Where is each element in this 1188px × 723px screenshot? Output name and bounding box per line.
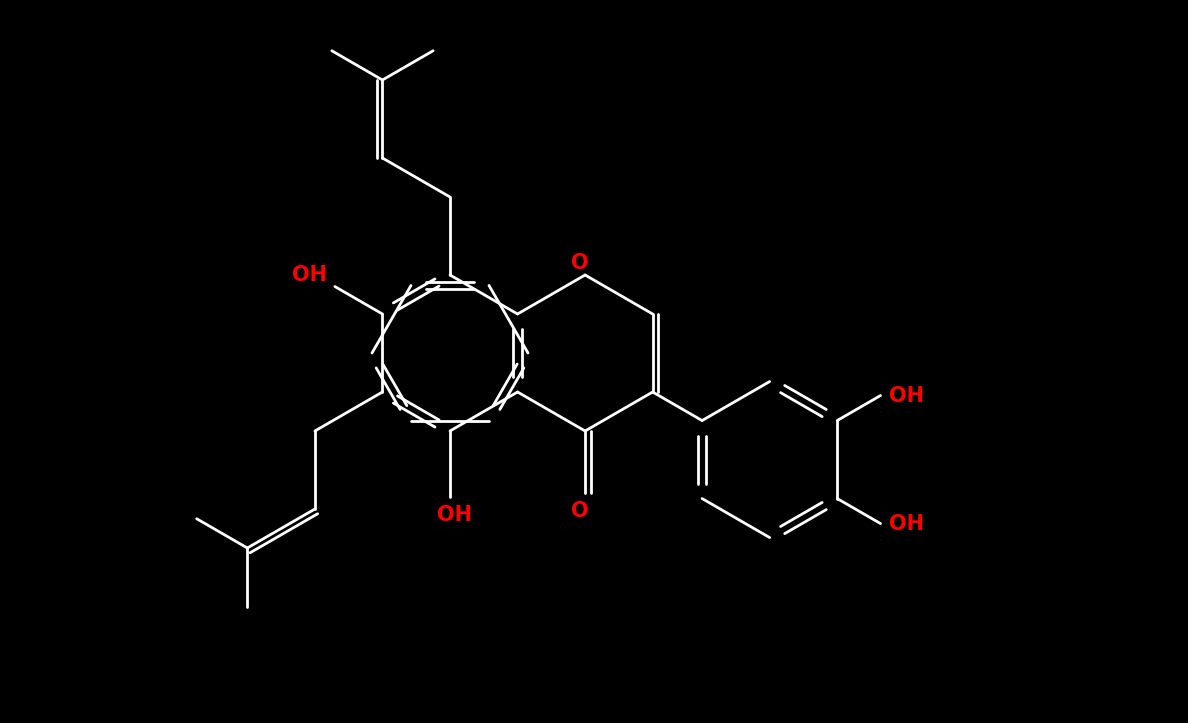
Text: OH: OH: [889, 513, 923, 534]
Text: O: O: [571, 501, 589, 521]
Text: OH: OH: [437, 505, 473, 526]
Text: OH: OH: [889, 385, 923, 406]
Text: OH: OH: [292, 265, 327, 284]
Text: O: O: [571, 253, 589, 273]
